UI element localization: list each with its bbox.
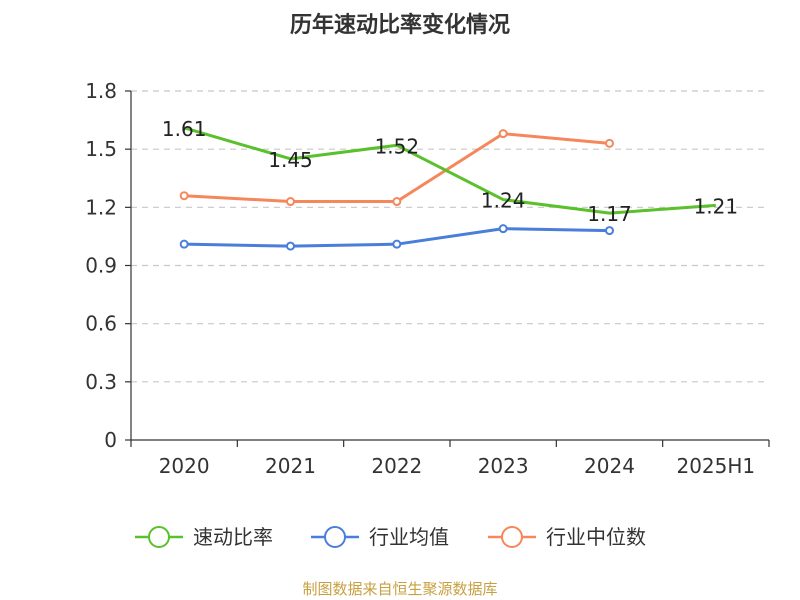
legend-marker bbox=[324, 526, 346, 548]
y-tick-label: 0.3 bbox=[85, 370, 117, 394]
source-note: 制图数据来自恒生聚源数据库 bbox=[302, 580, 497, 598]
data-labels: 1.61 1.45 1.52 1.24 1.17 1.21 bbox=[162, 117, 738, 226]
series-layer bbox=[179, 126, 716, 251]
legend-label: 速动比率 bbox=[193, 525, 273, 549]
series-point bbox=[392, 239, 402, 249]
data-label: 1.45 bbox=[268, 148, 313, 172]
y-tick-label: 0.9 bbox=[85, 254, 117, 278]
series-point bbox=[286, 241, 295, 251]
y-tick-label: 1.2 bbox=[85, 195, 117, 219]
data-label: 1.52 bbox=[375, 134, 420, 158]
x-tick-label: 2021 bbox=[265, 454, 316, 478]
x-tick-label: 2023 bbox=[478, 454, 529, 478]
series-point bbox=[286, 197, 295, 207]
legend-marker bbox=[501, 526, 523, 548]
series-point bbox=[179, 239, 189, 249]
data-label: 1.17 bbox=[587, 202, 632, 226]
series-point bbox=[392, 197, 402, 207]
y-tick-label: 1.5 bbox=[85, 137, 117, 161]
legend-label: 行业中位数 bbox=[546, 525, 646, 549]
axes: 0 0.3 0.6 0.9 1.2 1.5 1.8 2020 2021 2022 2023 2024 2… bbox=[85, 79, 770, 478]
series-point bbox=[605, 138, 614, 148]
legend-label: 行业均值 bbox=[369, 525, 449, 549]
series-point bbox=[498, 224, 508, 234]
legend-item: 速动比率 bbox=[135, 525, 273, 549]
legend-marker bbox=[148, 526, 170, 548]
x-tick-label: 2022 bbox=[371, 454, 422, 478]
series-point bbox=[605, 226, 614, 236]
legend-item: 行业中位数 bbox=[488, 525, 646, 549]
y-tick-label: 0.6 bbox=[85, 312, 117, 336]
chart-title: 历年速动比率变化情况 bbox=[290, 12, 510, 38]
gridlines bbox=[131, 90, 769, 383]
x-tick-label: 2020 bbox=[159, 454, 210, 478]
series-line bbox=[183, 126, 716, 215]
x-tick-label: 2025H1 bbox=[676, 454, 755, 478]
legend: 速动比率 行业均值 行业中位数 bbox=[135, 525, 646, 549]
data-label: 1.24 bbox=[481, 189, 526, 213]
y-tick-label: 1.8 bbox=[85, 79, 117, 103]
data-label: 1.21 bbox=[694, 194, 739, 218]
y-tick-label: 0 bbox=[104, 428, 117, 452]
x-tick-label: 2024 bbox=[584, 454, 635, 478]
series-point bbox=[179, 191, 189, 201]
series-point bbox=[498, 129, 508, 139]
data-label: 1.61 bbox=[162, 117, 207, 141]
legend-item: 行业均值 bbox=[311, 525, 449, 549]
